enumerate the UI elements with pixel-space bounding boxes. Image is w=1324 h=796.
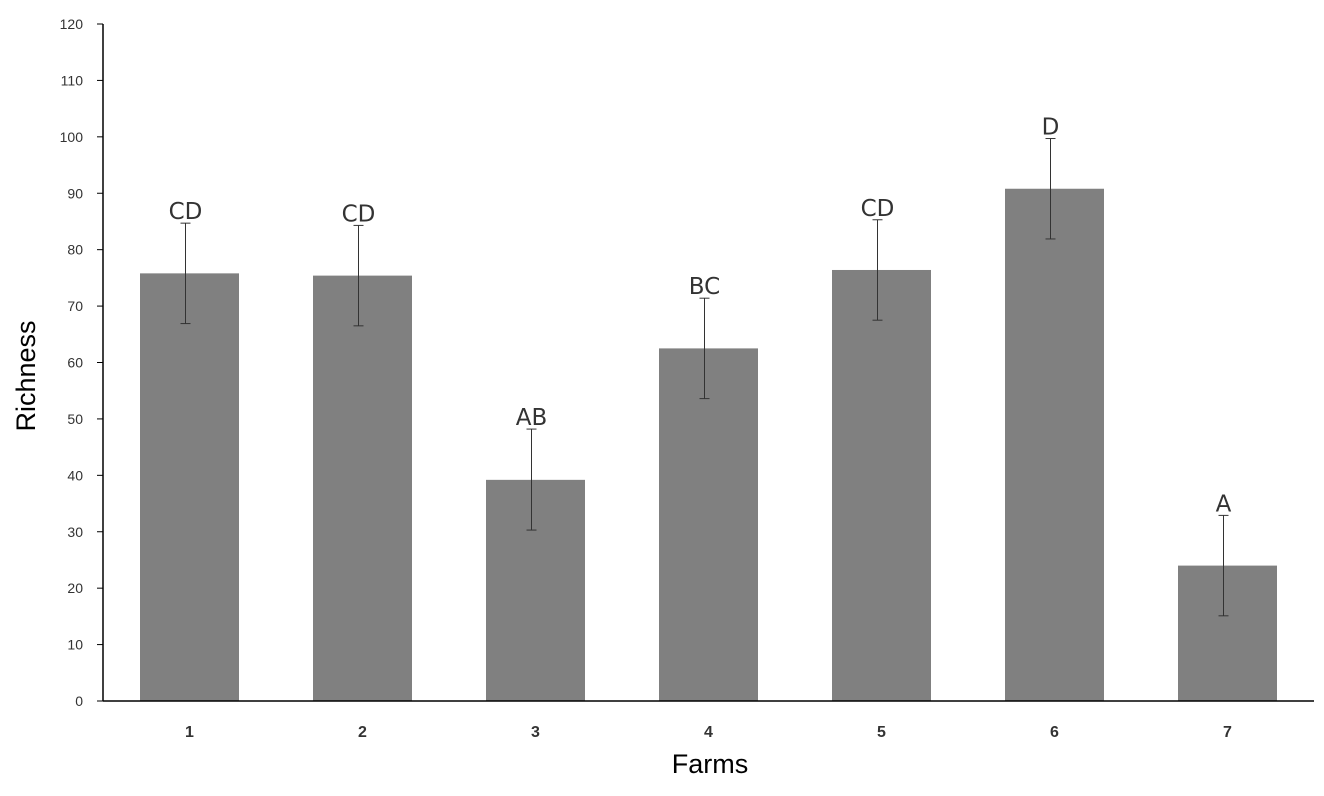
bars xyxy=(140,188,1277,701)
bar-farm-3 xyxy=(486,479,585,701)
bar-farm-2 xyxy=(313,275,412,701)
y-tick-label: 30 xyxy=(67,524,83,540)
x-axis-label: Farms xyxy=(672,749,749,779)
significance-label-farm-2: CD xyxy=(342,201,376,227)
bar-farm-4 xyxy=(659,348,758,701)
y-tick-label: 50 xyxy=(67,411,83,427)
significance-label-farm-1: CD xyxy=(169,199,203,225)
significance-label-farm-5: CD xyxy=(861,196,895,222)
y-tick-label: 90 xyxy=(67,185,83,201)
error-bar-farm-5 xyxy=(872,219,883,321)
y-tick-label: 100 xyxy=(60,129,84,145)
significance-label-farm-4: BC xyxy=(689,274,720,300)
y-tick-label: 20 xyxy=(67,580,83,596)
bar-farm-6 xyxy=(1005,188,1104,701)
y-axis-ticks: 0 10 20 30 40 50 60 70 80 90 100 110 120 xyxy=(60,16,103,709)
y-tick-label: 10 xyxy=(67,637,83,653)
x-tick-label: 6 xyxy=(1050,724,1059,741)
x-axis-ticks: 1 2 3 4 5 6 7 xyxy=(185,724,1232,741)
error-bars xyxy=(180,138,1229,617)
y-tick-label: 60 xyxy=(67,355,83,371)
error-bar-farm-4 xyxy=(699,297,710,400)
x-tick-label: 5 xyxy=(877,724,886,741)
y-tick-label: 70 xyxy=(67,298,83,314)
error-bar-farm-2 xyxy=(353,224,364,327)
bar-farm-5 xyxy=(832,269,931,701)
significance-label-farm-7: A xyxy=(1216,491,1232,517)
bar-farm-7 xyxy=(1178,565,1277,701)
bar-farm-1 xyxy=(140,273,239,701)
x-tick-label: 4 xyxy=(704,724,713,741)
y-tick-label: 40 xyxy=(67,467,83,483)
error-bar-farm-7 xyxy=(1218,514,1229,617)
error-bar-farm-1 xyxy=(180,222,191,325)
significance-labels: CD CD AB BC CD D A xyxy=(169,115,1232,518)
x-tick-label: 3 xyxy=(531,724,540,741)
y-tick-label: 80 xyxy=(67,242,83,258)
y-tick-label: 110 xyxy=(61,72,84,88)
x-tick-label: 1 xyxy=(185,724,194,741)
y-tick-label: 120 xyxy=(60,16,84,32)
y-axis-label: Richness xyxy=(11,320,41,431)
error-bar-farm-3 xyxy=(526,428,537,531)
y-tick-label: 0 xyxy=(75,693,83,709)
significance-label-farm-6: D xyxy=(1042,115,1060,141)
significance-label-farm-3: AB xyxy=(516,405,548,431)
error-bar-farm-6 xyxy=(1045,138,1056,240)
x-tick-label: 2 xyxy=(358,724,367,741)
x-tick-label: 7 xyxy=(1223,724,1232,741)
